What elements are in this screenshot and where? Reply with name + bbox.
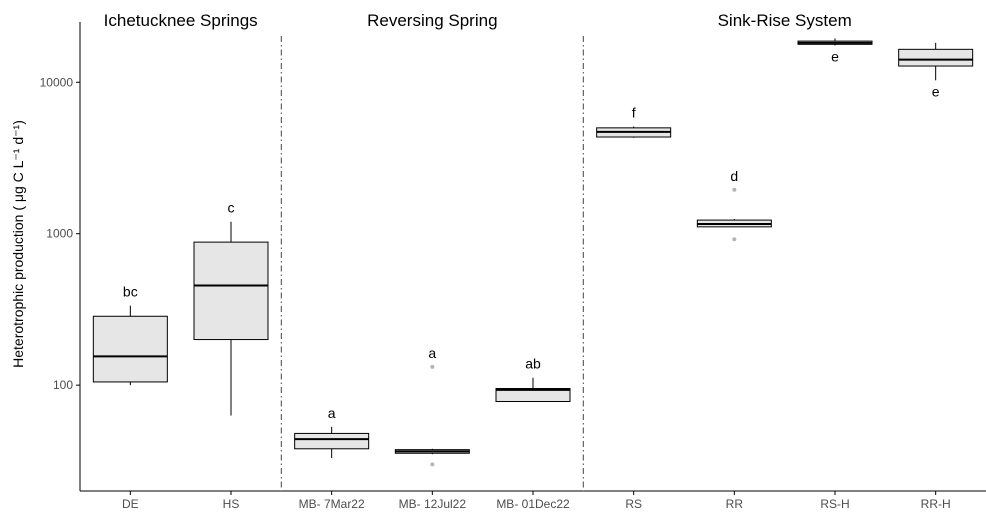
letter-de: bc: [123, 284, 138, 300]
box-de: [92, 315, 168, 383]
box-mb-01dec22: [495, 388, 571, 402]
letter-rs: f: [632, 105, 636, 121]
outlier-rr: [732, 237, 737, 242]
group-title-reversing-spring: Reversing Spring: [367, 11, 497, 30]
box-mb-7mar22: [294, 432, 370, 450]
x-tick-label-rs: RS: [625, 497, 642, 511]
x-tick-label-mb-7mar22: MB- 7Mar22: [299, 497, 365, 511]
x-tick-label-mb-01dec22: MB- 01Dec22: [496, 497, 570, 511]
outlier-mb-12jul22: [430, 364, 435, 369]
box-rr-h: [898, 48, 974, 67]
x-tick-label-rr-h: RR-H: [921, 497, 951, 511]
x-tick-label-hs: HS: [223, 497, 240, 511]
y-axis-title-box: Heterotrophic production ( μg C L⁻¹ d⁻¹): [10, 68, 28, 420]
letter-rs-h: e: [831, 48, 839, 64]
outlier-mb-12jul22: [430, 462, 435, 467]
x-tick-label-rs-h: RS-H: [820, 497, 849, 511]
letter-rr-h: e: [932, 83, 940, 99]
letter-mb-7mar22: a: [328, 405, 336, 421]
group-title-ichetucknee-springs: Ichetucknee Springs: [104, 11, 258, 30]
y-axis-title: Heterotrophic production ( μg C L⁻¹ d⁻¹): [10, 120, 26, 368]
x-tick-label-rr: RR: [726, 497, 744, 511]
group-title-sink-rise-system: Sink-Rise System: [718, 11, 852, 30]
letter-rr: d: [730, 168, 738, 184]
letter-mb-12jul22: a: [428, 345, 436, 361]
y-tick-label-10000: 10000: [40, 75, 74, 89]
letter-mb-01dec22: ab: [525, 356, 541, 372]
letter-hs: c: [228, 200, 235, 216]
x-tick-label-de: DE: [122, 497, 139, 511]
y-tick-label-1000: 1000: [46, 227, 73, 241]
outlier-rr: [732, 187, 737, 192]
y-tick-label-100: 100: [53, 378, 73, 392]
x-tick-label-mb-12jul22: MB- 12Jul22: [399, 497, 467, 511]
box-hs: [193, 241, 269, 341]
